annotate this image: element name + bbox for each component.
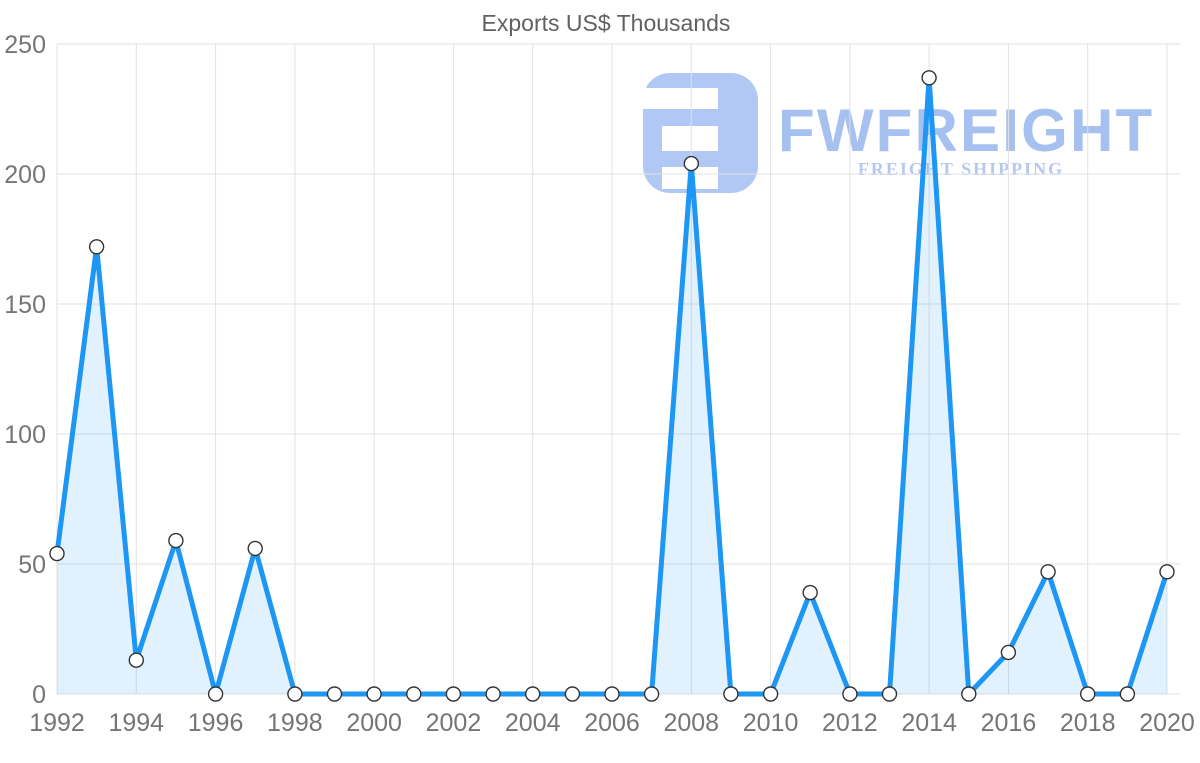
x-tick-label: 2004 — [505, 709, 561, 737]
data-point-marker — [525, 686, 541, 702]
data-point-marker — [49, 545, 65, 562]
x-tick-label: 2008 — [663, 709, 719, 737]
x-tick-label: 2000 — [346, 709, 402, 737]
data-point-marker — [1040, 564, 1056, 580]
data-point-marker — [1159, 564, 1175, 580]
x-tick-label: 2018 — [1060, 709, 1116, 737]
data-point-marker — [881, 686, 898, 702]
x-tick-label: 1996 — [188, 709, 244, 737]
data-point-marker — [564, 686, 581, 702]
x-tick-label: 2020 — [1139, 709, 1195, 737]
axis-tick-labels: 0 50 100 150 200 250 1992 1994 1996 1998 2000 2002 2… — [4, 31, 1195, 737]
chart-title: Exports US$ Thousands — [482, 10, 731, 36]
grid-lines — [56, 43, 1180, 695]
data-point-marker — [921, 70, 937, 86]
data-point-marker — [762, 686, 779, 702]
logo-cutout — [638, 88, 718, 109]
data-point-marker — [445, 686, 462, 702]
logo-cutout — [662, 126, 718, 151]
x-tick-label: 1994 — [108, 709, 164, 737]
x-tick-label: 2010 — [743, 709, 799, 737]
data-point-marker — [88, 239, 105, 255]
watermark-tagline-text: FREIGHT SHIPPING — [858, 159, 1064, 179]
data-point-marker — [406, 686, 422, 702]
data-point-marker — [802, 584, 818, 601]
watermark-brand-text: FWFREIGHT — [778, 97, 1154, 164]
data-point-marker — [683, 155, 699, 172]
data-point-marker — [207, 686, 224, 702]
data-point-marker — [604, 686, 620, 702]
data-point-marker — [366, 686, 382, 702]
data-point-marker — [1119, 686, 1136, 702]
x-tick-label: 1998 — [267, 709, 323, 737]
x-tick-label: 2006 — [584, 709, 640, 737]
data-point-marker — [128, 652, 145, 668]
y-tick-label: 50 — [18, 551, 46, 579]
data-point-marker — [643, 686, 660, 702]
x-tick-label: 2002 — [426, 709, 482, 737]
data-point-marker — [723, 686, 739, 702]
data-point-marker — [287, 686, 303, 702]
y-tick-label: 100 — [4, 421, 46, 449]
x-tick-label: 1992 — [29, 709, 85, 737]
data-point-marker — [1000, 644, 1017, 661]
data-point-marker — [168, 532, 184, 549]
y-tick-label: 0 — [32, 681, 46, 709]
data-point-marker — [326, 686, 343, 702]
data-point-marker — [247, 540, 263, 557]
x-tick-label: 2016 — [981, 709, 1037, 737]
x-tick-label: 2014 — [901, 709, 957, 737]
area-fill — [57, 77, 1167, 695]
y-tick-label: 150 — [4, 291, 46, 319]
data-point-marker — [842, 686, 858, 702]
data-point-marker — [961, 686, 977, 702]
y-tick-label: 250 — [4, 31, 46, 59]
x-tick-label: 2012 — [822, 709, 878, 737]
y-tick-label: 200 — [4, 161, 46, 189]
data-point-marker — [1079, 686, 1096, 702]
watermark: FWFREIGHT FREIGHT SHIPPING — [638, 73, 1154, 193]
data-point-marker — [485, 686, 501, 702]
brand-logo-icon — [638, 73, 758, 193]
exports-series — [49, 70, 1175, 702]
